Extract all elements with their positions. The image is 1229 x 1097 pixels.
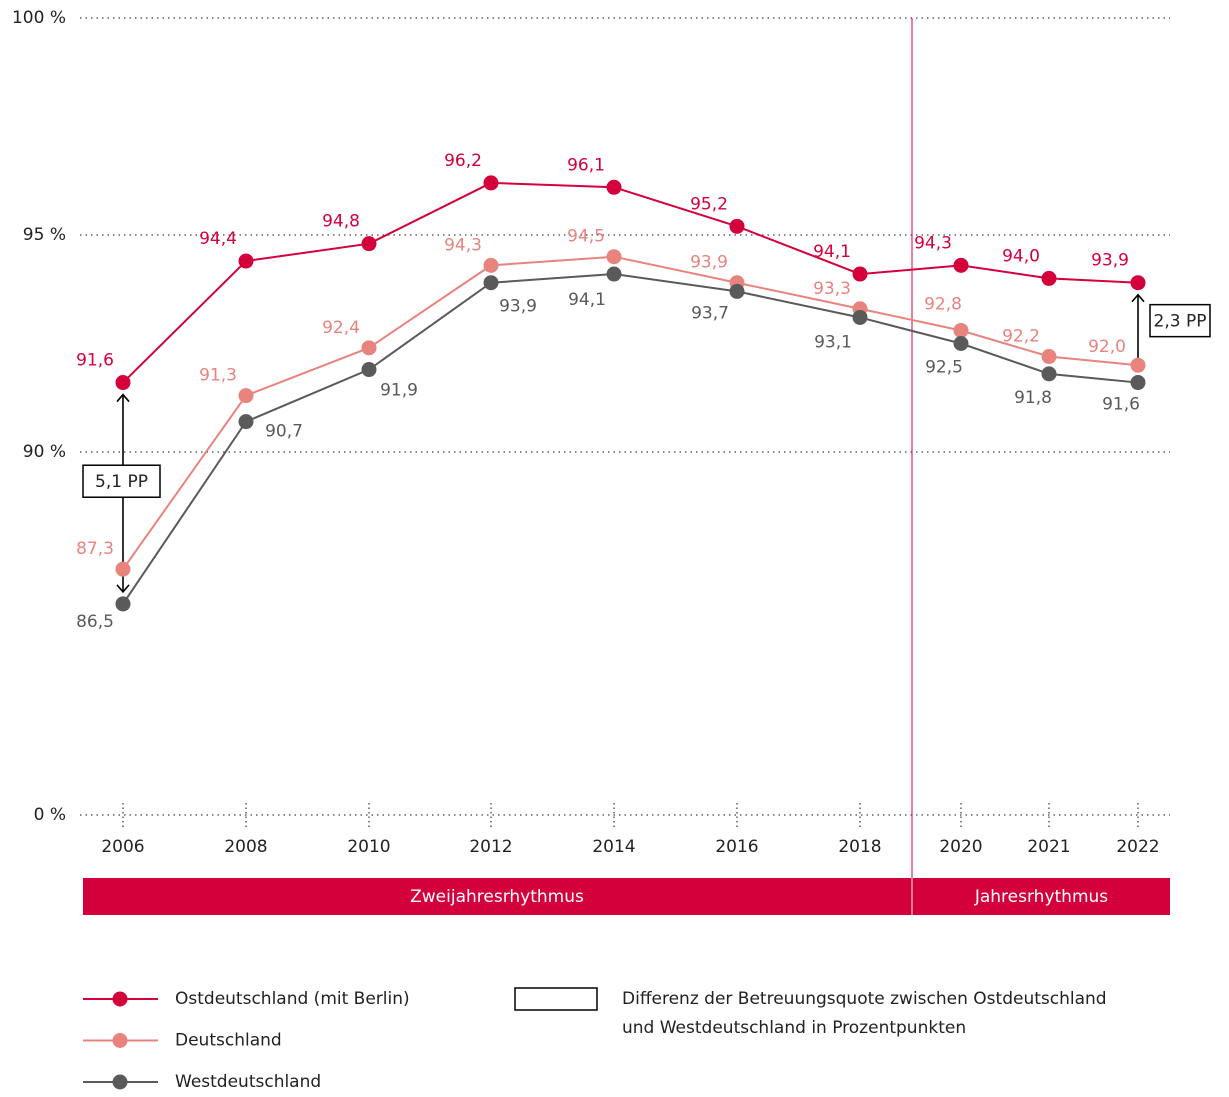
data-point xyxy=(1130,357,1146,373)
data-point xyxy=(238,253,254,269)
data-point xyxy=(606,249,622,265)
arrow-head xyxy=(1131,293,1145,303)
data-label: 94,1 xyxy=(813,242,851,262)
y-tick-label: 90 % xyxy=(23,442,66,462)
data-label: 94,4 xyxy=(199,229,237,249)
data-label: 93,7 xyxy=(691,303,729,323)
data-label: 86,5 xyxy=(76,612,114,632)
x-tick-label: 2014 xyxy=(592,837,635,857)
data-label: 94,8 xyxy=(322,212,360,232)
data-point xyxy=(115,561,131,577)
legend-box-label: Differenz der Betreuungsquote zwischen O… xyxy=(622,989,1107,1009)
y-tick-label: 95 % xyxy=(23,225,66,245)
data-label: 91,8 xyxy=(1014,388,1052,408)
data-label: 96,2 xyxy=(444,151,482,171)
x-tick-label: 2016 xyxy=(715,837,758,857)
data-point xyxy=(1130,375,1146,391)
data-point xyxy=(953,336,969,351)
legend-box xyxy=(514,987,598,1011)
data-point xyxy=(1041,270,1057,286)
data-label: 93,1 xyxy=(814,332,852,352)
x-tick-label: 2008 xyxy=(224,837,267,857)
data-point xyxy=(729,283,745,299)
period-bar xyxy=(913,878,1170,915)
data-point xyxy=(483,257,499,273)
legend-box-label: und Westdeutschland in Prozentpunkten xyxy=(622,1018,966,1038)
data-label: 95,2 xyxy=(690,194,728,214)
period-label: Jahresrhythmus xyxy=(974,887,1108,907)
data-point xyxy=(115,596,131,612)
data-point xyxy=(852,266,868,282)
x-tick-label: 2006 xyxy=(101,837,144,857)
data-point xyxy=(361,340,377,356)
data-label: 92,4 xyxy=(322,318,360,338)
legend-label: Westdeutschland xyxy=(175,1072,321,1092)
x-tick-label: 2012 xyxy=(469,837,512,857)
x-tick-label: 2022 xyxy=(1116,837,1159,857)
data-point xyxy=(852,309,868,325)
data-label: 93,9 xyxy=(1091,251,1129,271)
x-tick-label: 2021 xyxy=(1027,837,1070,857)
y-tick-label: 0 % xyxy=(34,805,66,825)
x-tick-label: 2020 xyxy=(939,837,982,857)
data-label: 92,2 xyxy=(1002,327,1040,347)
data-label: 93,9 xyxy=(690,253,728,273)
data-point xyxy=(729,218,745,234)
data-point xyxy=(606,266,622,282)
data-point xyxy=(1041,366,1057,382)
difference-label: 5,1 PP xyxy=(95,472,148,492)
data-label: 91,9 xyxy=(380,381,418,401)
legend-marker xyxy=(112,1033,128,1048)
data-point xyxy=(1130,275,1146,291)
data-point xyxy=(1041,349,1057,365)
data-point xyxy=(953,257,969,273)
legend-marker xyxy=(112,991,128,1007)
period-bar xyxy=(83,878,911,915)
data-label: 92,0 xyxy=(1088,337,1126,357)
data-label: 93,3 xyxy=(813,279,851,299)
series-line xyxy=(122,181,1139,384)
data-label: 94,3 xyxy=(444,235,482,255)
data-point xyxy=(115,375,131,391)
data-point xyxy=(483,175,499,191)
difference-label: 2,3 PP xyxy=(1154,312,1207,332)
x-tick-label: 2010 xyxy=(347,837,390,857)
data-label: 96,1 xyxy=(567,155,605,175)
data-point xyxy=(238,388,254,404)
data-point xyxy=(606,179,622,195)
y-tick-label: 100 % xyxy=(12,8,66,28)
series-line xyxy=(122,273,1139,605)
data-label: 87,3 xyxy=(76,539,114,559)
data-label: 92,5 xyxy=(925,358,963,378)
data-label: 91,6 xyxy=(76,351,114,371)
legend-label: Ostdeutschland (mit Berlin) xyxy=(175,989,410,1009)
data-label: 91,6 xyxy=(1102,395,1140,415)
arrow-head xyxy=(116,393,130,403)
data-label: 90,7 xyxy=(265,422,303,442)
data-label: 94,0 xyxy=(1002,246,1040,266)
arrow-head xyxy=(116,584,130,594)
difference-box xyxy=(82,464,161,498)
data-point xyxy=(361,236,377,252)
difference-box xyxy=(1149,303,1211,338)
data-label: 93,9 xyxy=(499,297,537,317)
legend-label: Deutschland xyxy=(175,1031,282,1051)
data-label: 91,3 xyxy=(199,366,237,386)
data-point xyxy=(361,362,377,378)
data-point xyxy=(953,322,969,338)
data-label: 94,5 xyxy=(567,227,605,247)
data-label: 92,8 xyxy=(924,294,962,314)
data-label: 94,1 xyxy=(568,290,606,310)
period-label: Zweijahresrhythmus xyxy=(410,887,584,907)
data-point xyxy=(483,275,499,291)
data-point xyxy=(238,414,254,430)
data-label: 94,3 xyxy=(914,233,952,253)
legend-marker xyxy=(112,1074,128,1090)
series-line xyxy=(122,255,1139,570)
x-tick-label: 2018 xyxy=(838,837,881,857)
